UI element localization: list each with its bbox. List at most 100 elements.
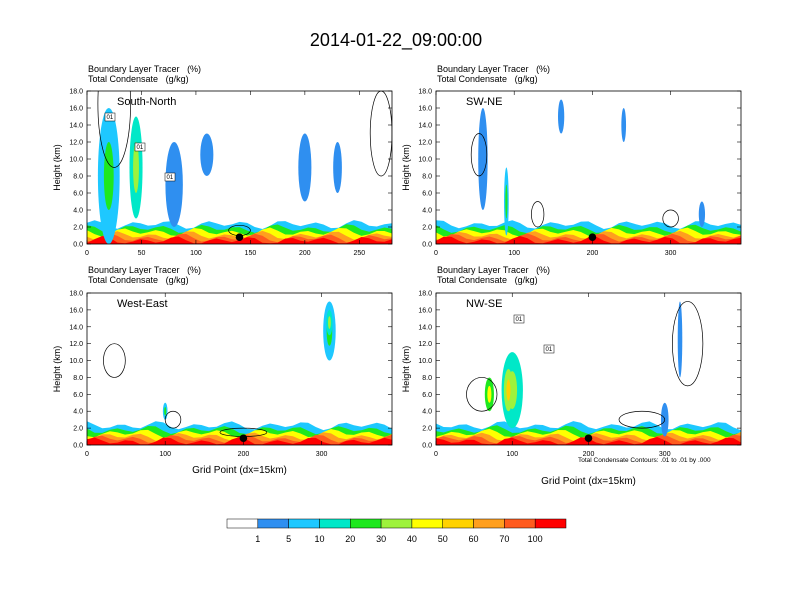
x-tick-label: 300 — [665, 250, 677, 257]
x-tick-label: 200 — [299, 250, 311, 257]
tracer-plume — [200, 133, 214, 176]
condensate-contour — [103, 343, 126, 378]
y-tick-label: 2.0 — [422, 225, 432, 232]
var-title-2: Total Condensate — [88, 74, 159, 84]
section-name: SW-NE — [466, 96, 502, 108]
y-tick-label: 2.0 — [73, 225, 83, 232]
figure-title: 2014-01-22_09:00:00 — [309, 30, 483, 50]
y-tick-label: 2.0 — [73, 426, 83, 433]
x-axis-label: Grid Point (dx=15km) — [192, 465, 287, 476]
x-tick-label: 250 — [353, 250, 365, 257]
colorbar-label: 100 — [528, 534, 543, 544]
location-marker — [235, 233, 244, 241]
y-tick-label: 14.0 — [69, 324, 83, 331]
contour-label: 01 — [107, 115, 114, 121]
tracer-plume — [677, 301, 683, 378]
y-tick-label: 18.0 — [69, 291, 83, 298]
y-tick-label: 10.0 — [418, 358, 432, 365]
colorbar-label: 30 — [376, 534, 386, 544]
x-axis-label: Grid Point (dx=15km) — [541, 476, 636, 487]
panel-1-var-title: Boundary Layer Tracer (%) Total Condensa… — [88, 64, 201, 84]
tracer-plume — [698, 201, 706, 227]
y-tick-label: 10.0 — [69, 157, 83, 164]
y-tick-label: 0.0 — [73, 242, 83, 249]
colorbar-swatch — [504, 518, 536, 529]
contour-label: 01 — [137, 145, 144, 151]
section-name: South-North — [117, 96, 176, 108]
x-tick-label: 200 — [238, 451, 250, 458]
y-tick-label: 18.0 — [418, 89, 432, 96]
y-tick-label: 4.0 — [422, 208, 432, 215]
section-name: West-East — [117, 298, 168, 310]
var-unit-2: (g/kg) — [165, 275, 189, 285]
plot-frame — [435, 292, 742, 446]
colorbar-label: 5 — [286, 534, 291, 544]
y-tick-label: 16.0 — [69, 307, 83, 314]
tracer-plume-core — [505, 184, 508, 219]
field-layer — [436, 301, 741, 445]
plot-frame — [435, 90, 742, 245]
x-tick-label: 0 — [434, 451, 438, 458]
x-tick-label: 150 — [245, 250, 257, 257]
colorbar-label: 60 — [469, 534, 479, 544]
y-tick-label: 2.0 — [422, 426, 432, 433]
y-axis-label: Height (km) — [52, 144, 62, 191]
var-unit-2: (g/kg) — [514, 74, 538, 84]
y-tick-label: 8.0 — [422, 375, 432, 382]
colorbar-label: 20 — [345, 534, 355, 544]
y-tick-label: 6.0 — [73, 392, 83, 399]
x-tick-label: 100 — [159, 451, 171, 458]
var-unit-2: (g/kg) — [165, 74, 189, 84]
contour-label: 01 — [546, 347, 553, 353]
y-tick-label: 18.0 — [69, 89, 83, 96]
tracer-plume — [478, 108, 488, 210]
plot-frame — [86, 90, 393, 245]
colorbar-swatch — [350, 518, 382, 529]
condensate-contour — [369, 91, 392, 177]
contour-label: 01 — [516, 317, 523, 323]
y-tick-label: 6.0 — [422, 191, 432, 198]
location-marker — [584, 434, 593, 443]
panel-2-var-title: Boundary Layer Tracer (%) Total Condensa… — [437, 64, 550, 84]
var-unit-1: (%) — [536, 64, 551, 74]
condensate-contour — [164, 410, 182, 429]
tracer-plume-core — [164, 407, 167, 416]
var-title-1: Boundary Layer Tracer — [437, 64, 529, 74]
var-title-1: Boundary Layer Tracer — [88, 265, 180, 275]
condensate-contour — [470, 133, 488, 177]
y-tick-label: 8.0 — [73, 174, 83, 181]
y-tick-label: 16.0 — [69, 106, 83, 113]
colorbar-swatch — [288, 518, 320, 529]
y-tick-label: 10.0 — [69, 358, 83, 365]
y-tick-label: 14.0 — [418, 123, 432, 130]
y-tick-label: 4.0 — [422, 409, 432, 416]
panel-4-var-title: Boundary Layer Tracer (%) Total Condensa… — [437, 265, 550, 285]
x-tick-label: 0 — [434, 250, 438, 257]
y-tick-label: 0.0 — [73, 443, 83, 450]
tracer-plume-core — [487, 385, 492, 403]
field-layer — [87, 91, 392, 244]
colorbar-label: 40 — [407, 534, 417, 544]
colorbar-swatch — [319, 518, 351, 529]
x-tick-label: 100 — [506, 451, 518, 458]
panel-3: West-East 0.0 2.0 4.0 6.0 8.0 10.0 12.0 14.0 16.0… — [52, 291, 393, 476]
tracer-plume — [165, 142, 183, 227]
tracer-plume — [298, 133, 312, 202]
condensate-contour — [97, 91, 131, 168]
var-title-2: Total Condensate — [437, 275, 508, 285]
y-tick-label: 12.0 — [418, 341, 432, 348]
location-marker — [588, 233, 597, 241]
y-tick-label: 18.0 — [418, 291, 432, 298]
y-tick-label: 6.0 — [422, 392, 432, 399]
section-name: NW-SE — [466, 298, 502, 310]
x-tick-label: 100 — [508, 250, 520, 257]
contour-note: Total Condensate Contours: .01 to .01 by… — [578, 457, 711, 464]
y-axis-label: Height (km) — [52, 346, 62, 393]
colorbar-swatch — [226, 518, 259, 529]
colorbar: 1 5 10 20 30 40 50 60 70 100 — [226, 518, 567, 544]
x-tick-label: 300 — [659, 451, 671, 458]
y-tick-label: 8.0 — [422, 174, 432, 181]
plot-frame — [86, 292, 393, 446]
var-title-1: Boundary Layer Tracer — [437, 265, 529, 275]
colorbar-swatch — [257, 518, 289, 529]
